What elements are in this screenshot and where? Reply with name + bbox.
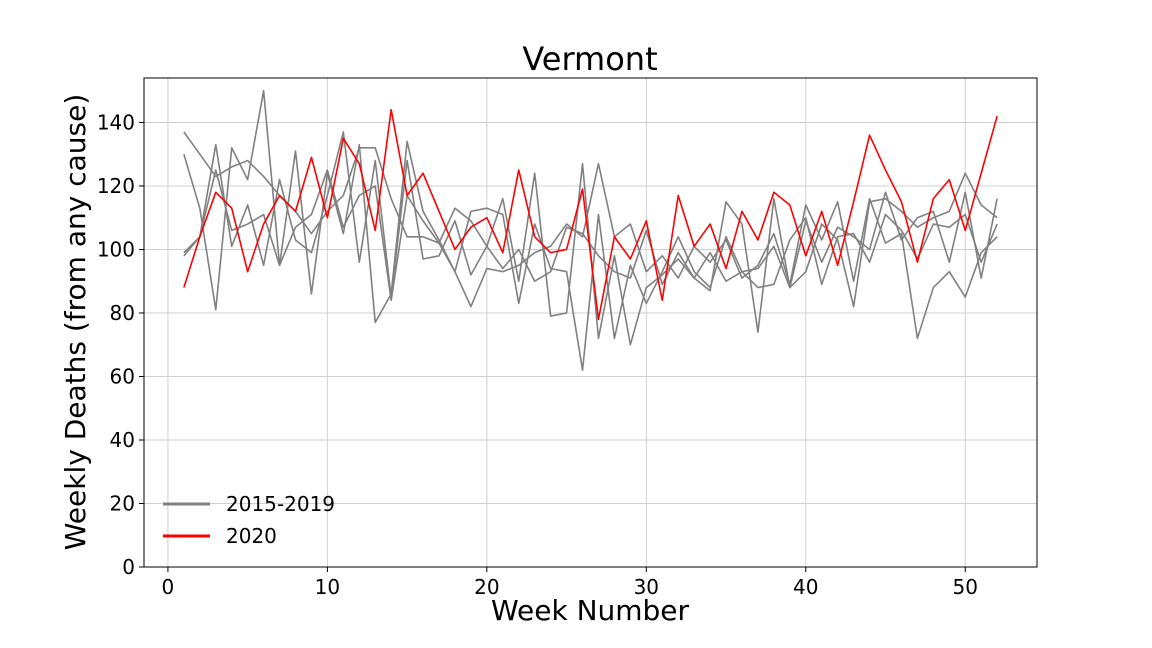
series-lines	[183, 89, 998, 371]
series-line-2020-4	[183, 108, 998, 321]
gridlines	[144, 78, 1037, 568]
x-tick-label: 50	[953, 575, 978, 599]
y-tick-label: 60	[110, 364, 135, 388]
chart-title: Vermont	[522, 40, 657, 78]
plot-frame	[143, 77, 1038, 568]
x-tick-label: 30	[634, 575, 659, 599]
y-tick-label: 140	[97, 110, 135, 134]
x-tick-label: 20	[474, 575, 499, 599]
legend-label-2020: 2020	[226, 524, 277, 548]
x-tick-label: 40	[793, 575, 818, 599]
y-axis-label: Weekly Deaths (from any cause)	[59, 94, 92, 551]
axis-ticks: 0 10 20 30 40 50 0 20 40 60 80 100 120 140	[97, 110, 978, 599]
x-axis-label: Week Number	[491, 594, 690, 627]
series-line-2015-2019-3	[183, 169, 998, 371]
y-tick-label: 0	[122, 555, 135, 579]
x-tick-label: 0	[162, 575, 175, 599]
y-tick-label: 40	[110, 428, 135, 452]
x-tick-label: 10	[315, 575, 340, 599]
y-tick-label: 120	[97, 174, 135, 198]
y-tick-label: 20	[110, 491, 135, 515]
legend-label-2015-2019: 2015-2019	[226, 492, 335, 516]
y-tick-label: 100	[97, 237, 135, 261]
y-tick-label: 80	[110, 301, 135, 325]
legend: 2015-2019 2020	[163, 492, 335, 548]
series-line-2015-2019-1	[183, 89, 998, 340]
